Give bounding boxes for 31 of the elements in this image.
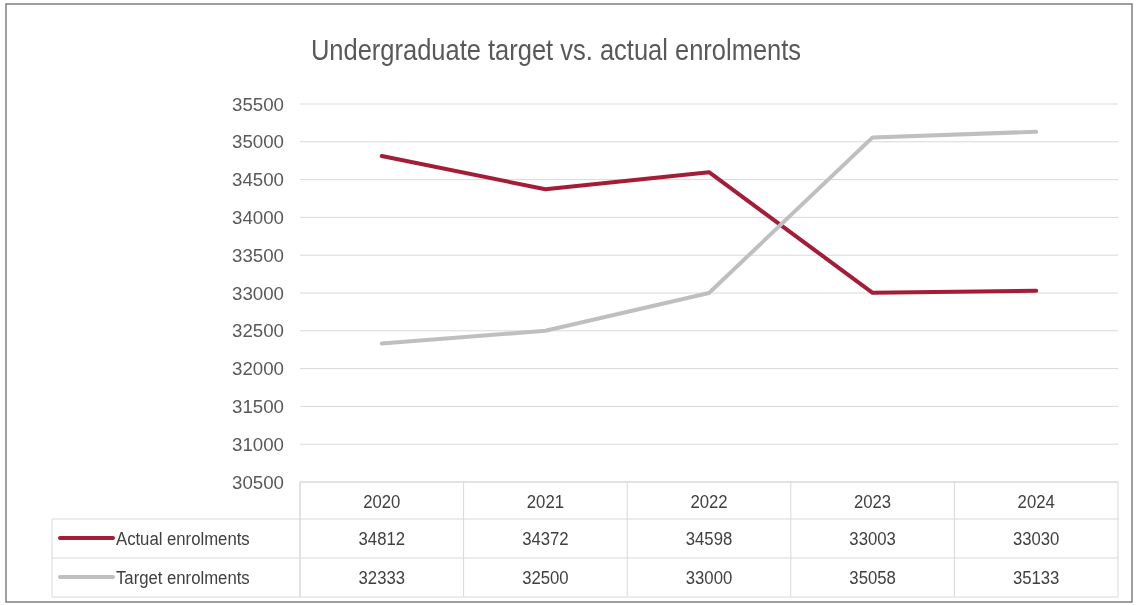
legend-label: Target enrolments [116, 567, 250, 589]
x-tick-label: 2023 [854, 491, 892, 513]
y-tick-label: 31000 [232, 433, 285, 455]
data-label: 34598 [685, 528, 733, 550]
data-label: 35058 [849, 567, 896, 589]
y-tick-label: 33500 [232, 244, 285, 266]
y-tick-label: 34000 [232, 206, 285, 228]
data-label: 34812 [358, 528, 406, 550]
x-tick-label: 2022 [690, 491, 728, 513]
data-label: 32333 [358, 567, 406, 589]
x-tick-label: 2024 [1017, 491, 1055, 513]
data-label: 33000 [685, 567, 733, 589]
data-label: 32500 [522, 567, 569, 589]
x-tick-label: 2020 [363, 491, 401, 513]
line-series [379, 154, 1039, 295]
data-label: 33003 [849, 528, 896, 550]
line-series [379, 129, 1039, 346]
y-tick-label: 35000 [232, 131, 285, 153]
x-tick-label: 2021 [526, 491, 565, 513]
data-label: 35133 [1012, 567, 1060, 589]
y-tick-label: 32500 [232, 320, 285, 342]
y-tick-label: 33000 [232, 282, 285, 304]
y-tick-label: 30500 [232, 471, 285, 493]
legend-label: Actual enrolments [116, 528, 250, 550]
chart-title: Undergraduate target vs. actual enrolments [310, 33, 802, 67]
data-label: 34372 [522, 528, 569, 550]
y-tick-label: 31500 [232, 395, 285, 417]
y-tick-label: 34500 [232, 169, 285, 191]
y-tick-label: 35500 [232, 93, 285, 115]
data-label: 33030 [1012, 528, 1060, 550]
y-tick-label: 32000 [232, 358, 285, 380]
